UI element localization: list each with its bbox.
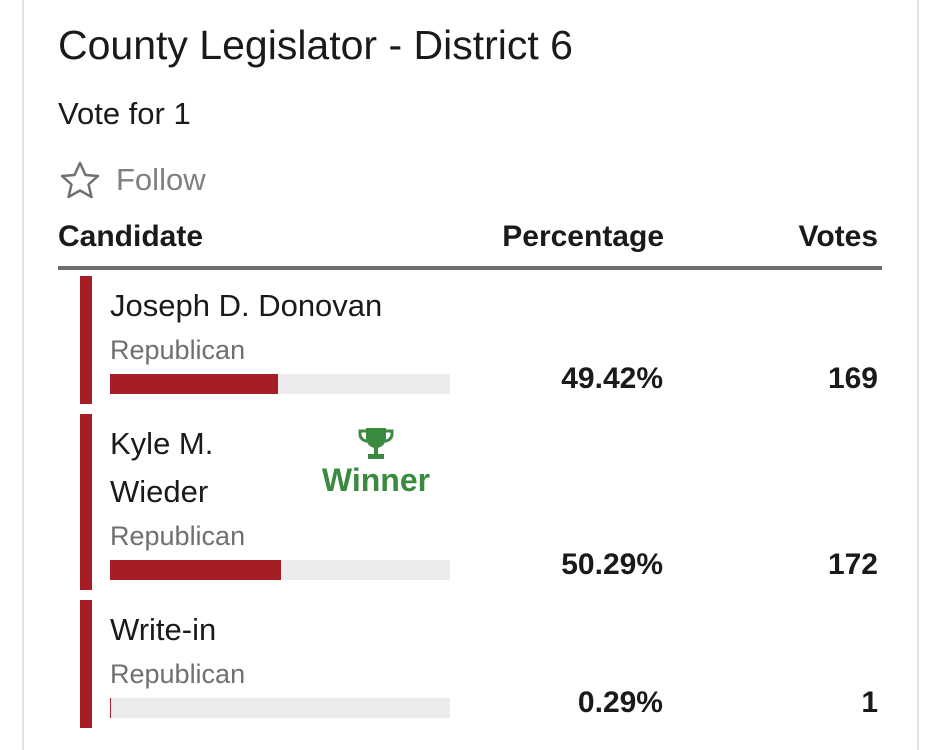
votes: 1 bbox=[861, 686, 878, 719]
percentage: 0.29% bbox=[577, 686, 663, 719]
percentage-bar bbox=[110, 560, 281, 580]
candidate-row: Write-in Republican 0.29% 1 bbox=[80, 600, 882, 728]
percentage-track bbox=[110, 698, 450, 718]
candidate-name: Kyle M. Wieder bbox=[110, 426, 214, 509]
percentage-track bbox=[110, 560, 450, 580]
candidate-row: Kyle M. Wieder Winner Republican 50.29% 172 bbox=[80, 414, 882, 590]
results-table: Joseph D. Donovan Republican 49.42% 169 Kyle… bbox=[80, 276, 882, 738]
card bbox=[22, 0, 919, 750]
percentage-track bbox=[110, 374, 450, 394]
column-header: Candidate bbox=[58, 220, 204, 253]
follow-button[interactable]: Follow bbox=[58, 160, 206, 200]
percentage-bar bbox=[110, 374, 279, 394]
column-header: Percentage bbox=[502, 220, 664, 253]
name-line: Kyle M. Wieder Winner bbox=[110, 420, 882, 516]
candidate-party: Republican bbox=[110, 521, 246, 551]
name-line: Write-in bbox=[110, 606, 882, 654]
votes: 169 bbox=[827, 362, 878, 395]
winner-label: Winner bbox=[321, 462, 431, 498]
follow-label: Follow bbox=[116, 162, 206, 197]
vote-instruction: Vote for 1 bbox=[58, 96, 191, 131]
candidate-name: Joseph D. Donovan bbox=[110, 288, 383, 323]
percentage: 49.42% bbox=[561, 362, 663, 395]
candidate-name: Write-in bbox=[110, 612, 217, 647]
name-line: Joseph D. Donovan bbox=[110, 282, 882, 330]
trophy-icon bbox=[358, 428, 394, 459]
percentage-bar bbox=[110, 698, 111, 718]
column-header: Votes bbox=[798, 220, 878, 253]
candidate-party: Republican bbox=[110, 335, 246, 365]
table-header: Candidate Percentage Votes bbox=[58, 218, 882, 270]
votes: 172 bbox=[827, 548, 878, 581]
candidate-row: Joseph D. Donovan Republican 49.42% 169 bbox=[80, 276, 882, 404]
winner-badge: Winner bbox=[316, 420, 436, 499]
race-title: County Legislator - District 6 bbox=[58, 22, 573, 68]
star-icon bbox=[60, 161, 100, 199]
percentage: 50.29% bbox=[561, 548, 663, 581]
candidate-party: Republican bbox=[110, 659, 246, 689]
